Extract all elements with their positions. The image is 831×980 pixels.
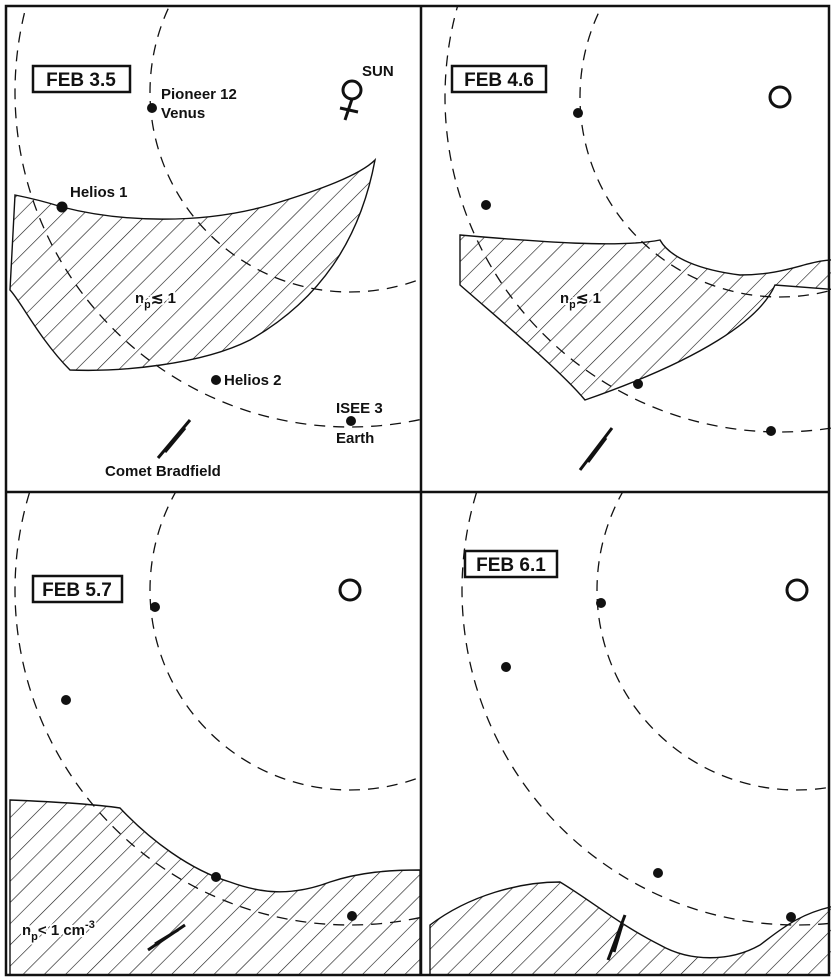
sun <box>787 580 807 600</box>
density-symbol: n <box>135 290 144 307</box>
sun <box>770 87 790 107</box>
sun <box>340 580 360 600</box>
helios1-dot <box>57 202 68 213</box>
dot <box>633 379 643 389</box>
sun-tail <box>340 99 358 120</box>
date: FEB 6.1 <box>476 555 546 576</box>
venus-orbit <box>597 390 831 790</box>
label: Earth <box>336 430 374 447</box>
dot <box>766 426 776 436</box>
isee-dot <box>346 416 356 426</box>
dot <box>150 602 160 612</box>
pioneer-dot <box>147 103 157 113</box>
label: Venus <box>161 105 205 122</box>
low-density-region <box>10 160 375 370</box>
date: FEB 3.5 <box>46 70 116 91</box>
low-density-region <box>10 800 420 980</box>
dot <box>61 695 71 705</box>
dot <box>596 598 606 608</box>
label: Comet Bradfield <box>105 463 221 480</box>
panel-1: FEB 3.5 SUN Pioneer 12 Venus Helios 1 He… <box>10 0 685 480</box>
low-density-region <box>430 882 831 980</box>
helios2-dot <box>211 375 221 385</box>
label: Pioneer 12 <box>161 86 237 103</box>
comet <box>580 428 612 470</box>
density-superscript: -3 <box>85 919 95 931</box>
label: ISEE 3 <box>336 400 383 417</box>
density-relation: ≲ 1 <box>151 290 176 307</box>
label: SUN <box>362 63 394 80</box>
panel-2: FEB 4.6 np≲ 1 <box>445 0 831 470</box>
dot <box>347 911 357 921</box>
label: Helios 2 <box>224 372 282 389</box>
comet <box>158 420 190 458</box>
low-density-region <box>460 235 831 400</box>
figure: FEB 3.5 SUN Pioneer 12 Venus Helios 1 He… <box>0 0 831 980</box>
venus-orbit <box>150 390 550 790</box>
label: Helios 1 <box>70 184 128 201</box>
density-relation: < 1 cm <box>38 922 85 939</box>
dot <box>573 108 583 118</box>
dot <box>653 868 663 878</box>
density-symbol: n <box>560 290 569 307</box>
dot <box>211 872 221 882</box>
density-relation: ≲ 1 <box>576 290 601 307</box>
date: FEB 5.7 <box>42 580 112 601</box>
page: FEB 3.5 SUN Pioneer 12 Venus Helios 1 He… <box>0 0 831 980</box>
dot <box>481 200 491 210</box>
dot <box>786 912 796 922</box>
date: FEB 4.6 <box>464 70 534 91</box>
density-symbol: n <box>22 922 31 939</box>
dot <box>501 662 511 672</box>
sun <box>343 81 361 99</box>
